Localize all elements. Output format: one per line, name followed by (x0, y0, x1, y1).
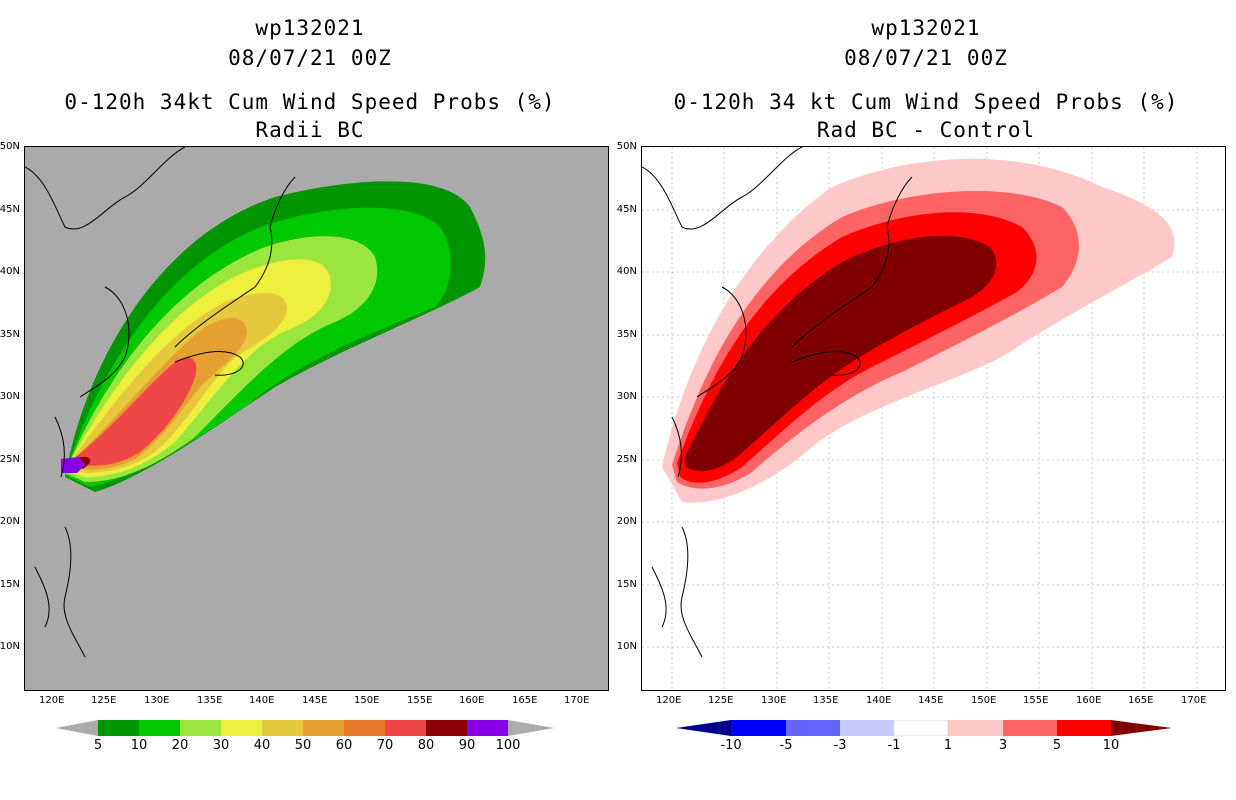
left-lon-130e: 130E (144, 695, 170, 706)
left-colorbar (56, 720, 554, 736)
left-lon-125e: 125E (91, 695, 117, 706)
right-cb-label-neg3: -3 (833, 738, 847, 753)
left-cb-label-20: 20 (171, 738, 189, 753)
left-lat-35n: 35N (0, 329, 20, 340)
left-lon-155e: 155E (407, 695, 433, 706)
right-lon-160e: 160E (1076, 695, 1102, 706)
left-lon-150e: 150E (354, 695, 380, 706)
left-cb-label-10: 10 (130, 738, 148, 753)
right-cb-label-neg5: -5 (779, 738, 793, 753)
right-lat-15n: 15N (616, 579, 637, 590)
right-cb-label-neg1: -1 (887, 738, 901, 753)
right-lon-140e: 140E (866, 695, 892, 706)
right-lat-25n: 25N (616, 454, 637, 465)
prob-band-70 (65, 357, 197, 466)
left-storm-id: wp132021 (255, 16, 365, 40)
right-lat-30n: 30N (616, 391, 637, 402)
left-map (24, 146, 609, 691)
right-lon-150e: 150E (971, 695, 997, 706)
left-cb-label-50: 50 (294, 738, 312, 753)
left-subtitle: Radii BC (255, 118, 365, 142)
right-lat-10n: 10N (616, 641, 637, 652)
left-cb-label-30: 30 (212, 738, 230, 753)
diff-band-10 (684, 235, 997, 472)
left-lon-135e: 135E (197, 695, 223, 706)
left-lat-15n: 15N (0, 579, 20, 590)
right-subtitle: Rad BC - Control (816, 118, 1036, 142)
right-colorbar (676, 720, 1172, 736)
right-lon-170e: 170E (1181, 695, 1207, 706)
right-cb-label-3: 3 (998, 738, 1008, 753)
left-cb-label-90: 90 (458, 738, 476, 753)
right-lat-50n: 50N (616, 141, 637, 152)
right-cb-label-10: 10 (1102, 738, 1120, 753)
left-lon-140e: 140E (249, 695, 275, 706)
left-cb-label-5: 5 (93, 738, 103, 753)
left-cb-label-80: 80 (417, 738, 435, 753)
left-lon-160e: 160E (459, 695, 485, 706)
right-lon-145e: 145E (918, 695, 944, 706)
left-coastlines (25, 147, 296, 658)
right-title: 0-120h 34 kt Cum Wind Speed Probs (%) (673, 90, 1179, 114)
left-lat-25n: 25N (0, 454, 20, 465)
left-cb-label-40: 40 (253, 738, 271, 753)
left-lon-165e: 165E (512, 695, 538, 706)
prob-band-90 (61, 457, 85, 473)
left-lat-20n: 20N (0, 516, 20, 527)
left-lat-50n: 50N (0, 141, 20, 152)
left-lat-45n: 45N (0, 204, 20, 215)
right-map (641, 146, 1226, 691)
right-lat-45n: 45N (616, 204, 637, 215)
right-lon-125e: 125E (708, 695, 734, 706)
right-cb-label-5: 5 (1052, 738, 1062, 753)
right-lon-120e: 120E (656, 695, 682, 706)
left-lon-170e: 170E (564, 695, 590, 706)
left-cb-label-60: 60 (335, 738, 353, 753)
right-cb-label-neg10: -10 (720, 738, 742, 753)
left-lat-40n: 40N (0, 266, 20, 277)
left-cb-label-100: 100 (495, 738, 521, 753)
left-title: 0-120h 34kt Cum Wind Speed Probs (%) (64, 90, 556, 114)
right-date: 08/07/21 00Z (844, 46, 1008, 70)
left-lat-30n: 30N (0, 391, 20, 402)
right-lon-130e: 130E (761, 695, 787, 706)
left-lon-145e: 145E (302, 695, 328, 706)
left-cb-label-70: 70 (376, 738, 394, 753)
right-lon-135e: 135E (813, 695, 839, 706)
right-coastlines (642, 147, 913, 658)
right-storm-id: wp132021 (871, 16, 981, 40)
left-lat-10n: 10N (0, 641, 20, 652)
right-lat-40n: 40N (616, 266, 637, 277)
right-cb-label-1: 1 (943, 738, 953, 753)
right-lat-35n: 35N (616, 329, 637, 340)
right-lon-165e: 165E (1128, 695, 1154, 706)
right-lat-20n: 20N (616, 516, 637, 527)
left-date: 08/07/21 00Z (228, 46, 392, 70)
left-lon-120e: 120E (39, 695, 65, 706)
right-lon-155e: 155E (1023, 695, 1049, 706)
